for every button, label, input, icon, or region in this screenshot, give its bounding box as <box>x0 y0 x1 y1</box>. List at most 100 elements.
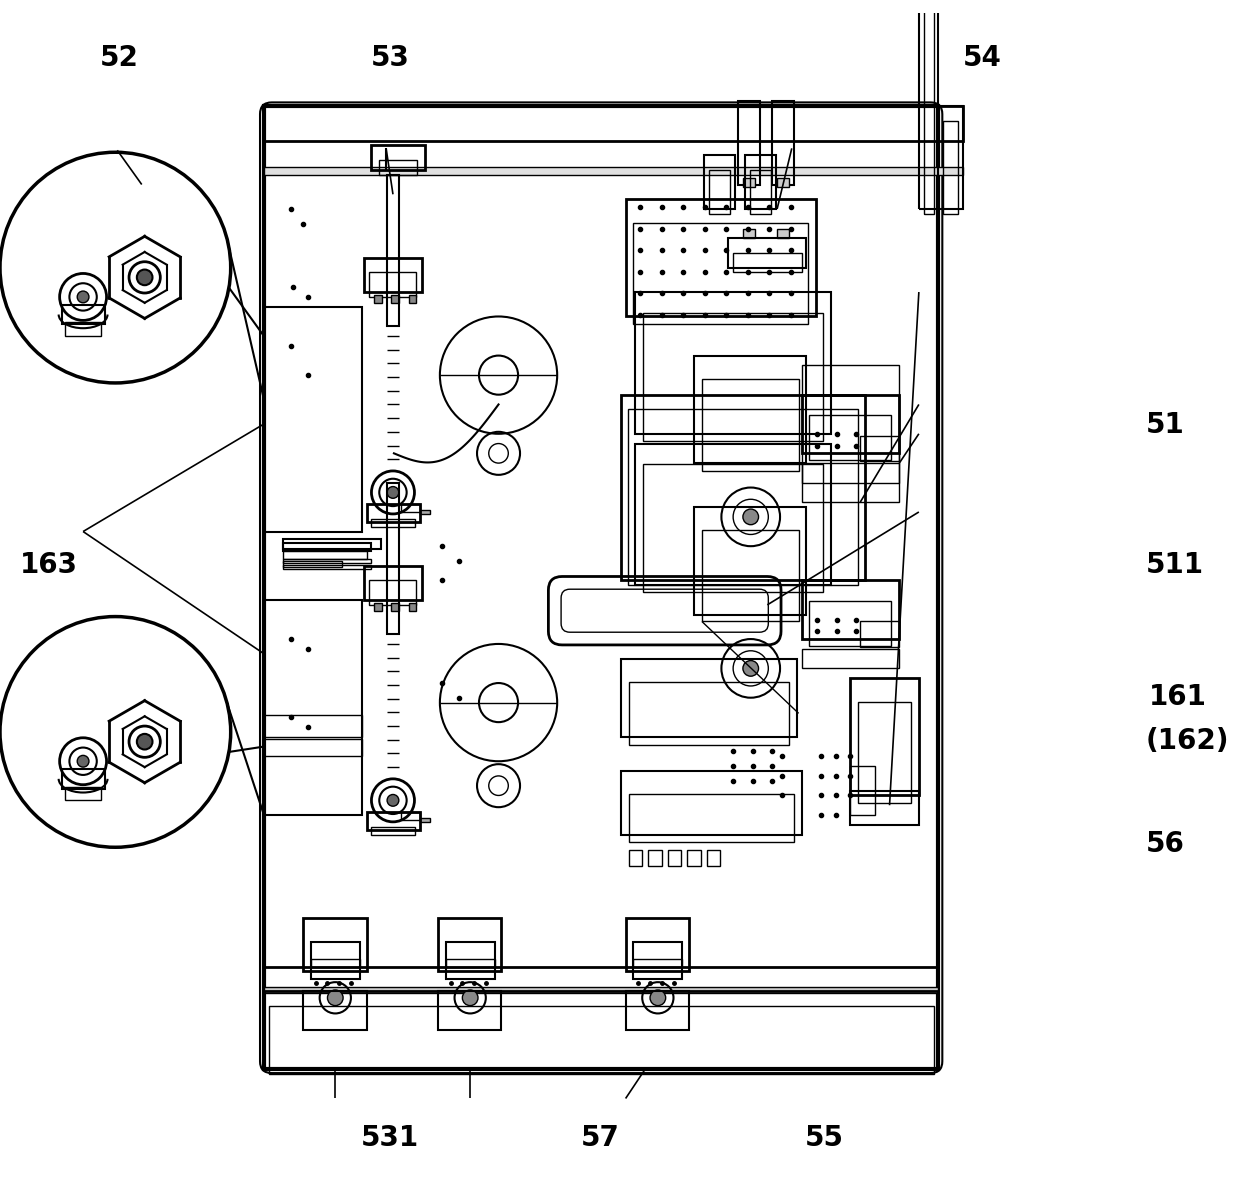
Bar <box>919 0 939 209</box>
Bar <box>264 106 939 1069</box>
Text: 56: 56 <box>1146 830 1184 858</box>
Bar <box>367 505 420 521</box>
Bar <box>401 812 420 820</box>
Bar <box>370 273 417 297</box>
Bar <box>264 966 939 991</box>
Text: (162): (162) <box>1146 727 1229 755</box>
Bar <box>733 252 801 273</box>
Bar <box>264 600 362 814</box>
Bar <box>924 0 934 214</box>
Bar <box>264 991 939 1069</box>
Bar <box>363 566 423 600</box>
Bar <box>264 306 362 531</box>
Bar <box>372 826 415 835</box>
Bar <box>626 991 689 1030</box>
Bar <box>420 509 430 514</box>
Bar <box>284 559 372 563</box>
Circle shape <box>136 269 153 285</box>
Circle shape <box>136 734 153 750</box>
Bar <box>702 379 799 471</box>
Bar <box>626 917 689 971</box>
Bar <box>374 603 382 611</box>
Bar <box>311 959 360 966</box>
Bar <box>750 170 771 214</box>
Bar <box>438 917 501 971</box>
Bar <box>62 305 104 324</box>
Bar <box>861 622 899 647</box>
Bar <box>303 991 367 1030</box>
Bar <box>621 395 866 580</box>
Bar <box>667 850 681 866</box>
Bar <box>777 178 789 188</box>
Bar <box>944 121 959 214</box>
Text: 51: 51 <box>1146 411 1184 439</box>
Bar <box>738 102 760 184</box>
Bar <box>269 1006 934 1074</box>
Bar <box>634 942 682 980</box>
Bar <box>391 295 399 303</box>
Bar <box>284 561 342 567</box>
Bar <box>284 565 372 568</box>
Bar <box>704 155 735 209</box>
Bar <box>621 659 796 737</box>
Bar <box>694 507 806 615</box>
Bar <box>409 295 417 303</box>
Bar <box>391 603 399 611</box>
Bar <box>420 818 430 822</box>
Bar <box>635 292 831 434</box>
Bar <box>372 519 415 526</box>
Bar <box>303 917 367 971</box>
Text: 54: 54 <box>962 44 1001 72</box>
Bar <box>363 258 423 292</box>
Bar <box>445 942 495 980</box>
Bar <box>66 787 100 800</box>
Text: 163: 163 <box>20 551 77 579</box>
Bar <box>773 102 794 184</box>
Bar <box>629 794 794 842</box>
Bar <box>387 483 399 634</box>
Bar <box>801 649 899 669</box>
Circle shape <box>129 262 160 293</box>
Bar <box>438 991 501 1030</box>
Text: 57: 57 <box>580 1124 620 1152</box>
Bar <box>370 580 417 605</box>
Bar <box>687 850 701 866</box>
Bar <box>372 146 425 170</box>
Circle shape <box>0 152 231 383</box>
Bar <box>939 106 962 209</box>
Bar <box>264 739 362 756</box>
Bar <box>62 769 104 788</box>
Bar <box>445 959 495 966</box>
Bar <box>634 222 808 324</box>
Bar <box>264 715 362 737</box>
Bar <box>264 106 962 140</box>
Bar <box>387 175 399 327</box>
Bar <box>801 463 899 483</box>
Bar <box>401 505 420 512</box>
Bar <box>702 530 799 622</box>
Bar <box>629 682 789 745</box>
Bar <box>284 551 367 559</box>
Circle shape <box>129 726 160 757</box>
Bar <box>379 160 418 175</box>
Bar <box>649 850 662 866</box>
Text: 511: 511 <box>1146 551 1204 579</box>
Circle shape <box>743 509 759 525</box>
Text: 55: 55 <box>805 1124 843 1152</box>
Bar <box>284 543 372 551</box>
Bar <box>367 812 420 830</box>
Bar <box>644 464 823 592</box>
Bar <box>644 312 823 440</box>
Bar <box>621 771 801 835</box>
Circle shape <box>77 291 89 303</box>
Bar <box>409 603 417 611</box>
Bar <box>801 580 899 639</box>
Bar <box>264 987 939 993</box>
Circle shape <box>0 617 231 847</box>
Bar <box>629 850 642 866</box>
Circle shape <box>463 990 477 1006</box>
Bar <box>810 600 892 646</box>
Bar <box>810 415 892 460</box>
Bar <box>627 409 858 585</box>
Bar <box>851 767 875 814</box>
